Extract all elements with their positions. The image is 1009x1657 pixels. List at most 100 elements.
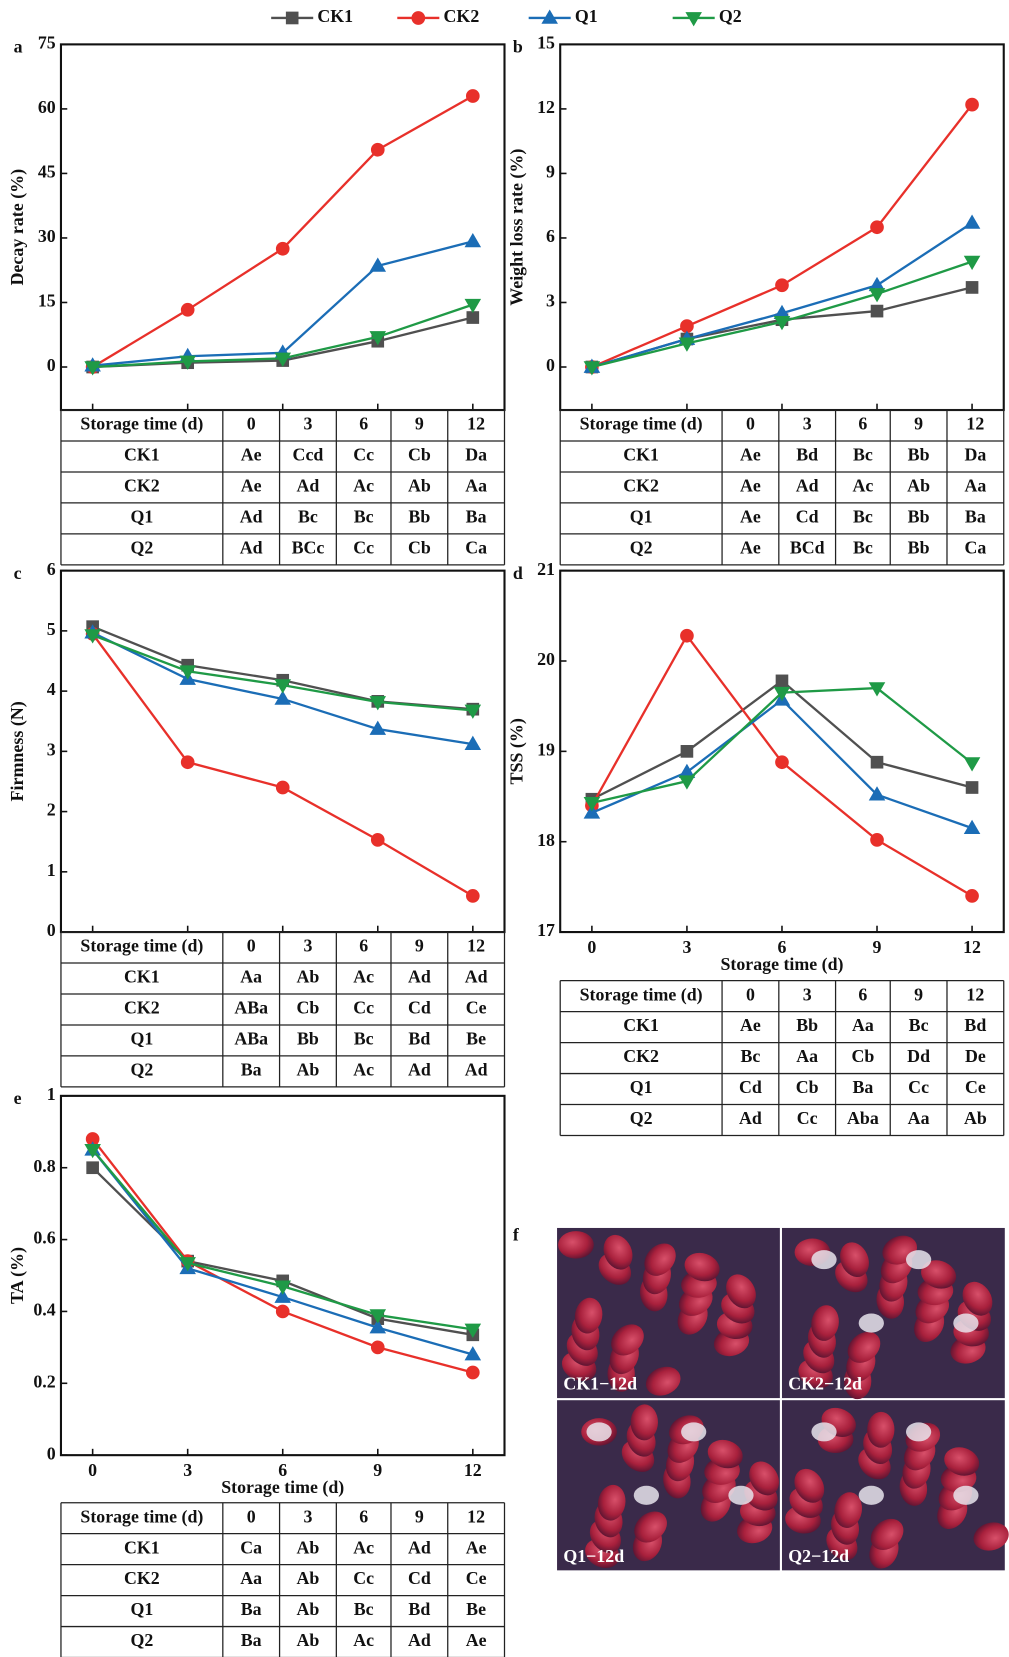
- table-header: 0: [247, 414, 256, 434]
- x-tick-label: 3: [183, 1460, 192, 1480]
- table-cell: Bc: [909, 1015, 929, 1035]
- x-tick-label: 6: [278, 1460, 287, 1480]
- table-header: 9: [415, 414, 424, 434]
- table-cell: Bb: [908, 537, 930, 557]
- data-point: [370, 1340, 385, 1355]
- data-point: [86, 1161, 99, 1175]
- data-point: [84, 1143, 101, 1159]
- data-point: [179, 1257, 196, 1272]
- table-header: 12: [467, 936, 485, 956]
- photo-caption: Q2−12d: [788, 1546, 849, 1566]
- table-header: 3: [303, 1506, 312, 1526]
- table-cell: Cb: [851, 1046, 874, 1066]
- table-header: 3: [803, 984, 812, 1004]
- data-point: [465, 89, 480, 103]
- table-row-label: CK1: [623, 445, 659, 465]
- x-axis-title: Storage time (d): [720, 954, 843, 975]
- data-point: [775, 674, 789, 688]
- data-point: [680, 745, 694, 758]
- table-header: 3: [303, 936, 312, 956]
- data-point: [274, 1280, 292, 1295]
- table-cell: Da: [964, 445, 986, 465]
- y-tick-label: 0: [47, 355, 56, 375]
- table-cell: Ab: [964, 1108, 987, 1128]
- y-tick-label: 0: [47, 920, 56, 940]
- table-row-label: CK2: [623, 476, 659, 496]
- table-header: Storage time (d): [80, 414, 203, 435]
- series-line: [91, 1149, 474, 1356]
- y-tick-label: 6: [47, 559, 56, 579]
- data-point: [965, 97, 979, 112]
- table-header: 0: [247, 936, 256, 956]
- table-cell: Ae: [740, 506, 761, 526]
- table-cell: Cc: [797, 1108, 818, 1128]
- table-cell: Ba: [466, 506, 487, 526]
- y-tick-label: 0.6: [33, 1228, 55, 1248]
- table-cell: Cc: [353, 445, 374, 465]
- table-cell: Ae: [241, 445, 262, 465]
- grape: [597, 1484, 626, 1521]
- table-cell: Bd: [796, 445, 818, 465]
- table-cell: Ce: [466, 1568, 487, 1588]
- table-cell: Ac: [353, 476, 374, 496]
- x-tick-label: 0: [88, 1460, 97, 1480]
- table-cell: Ca: [964, 537, 986, 557]
- table-cell: BCc: [292, 537, 325, 557]
- data-point: [965, 781, 979, 794]
- grape: [834, 1492, 862, 1528]
- data-point: [773, 316, 791, 331]
- data-point: [370, 833, 385, 847]
- table-cell: ABa: [234, 998, 268, 1018]
- data-point: [464, 232, 482, 248]
- photo-caption: Q1−12d: [563, 1546, 624, 1566]
- mold: [586, 1422, 612, 1442]
- panel-label: d: [513, 563, 523, 583]
- y-tick-label: 1: [47, 1084, 56, 1104]
- photo-caption: CK2−12d: [788, 1373, 862, 1393]
- table-cell: Ba: [241, 1630, 262, 1650]
- grape: [973, 1522, 1009, 1551]
- table-row-label: CK1: [124, 1537, 160, 1557]
- table-row-label: CK1: [124, 967, 160, 987]
- y-tick-label: 15: [537, 32, 555, 52]
- panel-label: b: [513, 37, 523, 57]
- data-point: [680, 628, 694, 643]
- series-line: [91, 633, 474, 897]
- table-header: Storage time (d): [80, 1506, 203, 1527]
- data-point: [466, 311, 480, 324]
- table-cell: Da: [465, 445, 487, 465]
- table-row-label: CK2: [124, 1568, 160, 1588]
- table-cell: Cc: [353, 537, 374, 557]
- table-cell: Cd: [408, 998, 431, 1018]
- series-line: [92, 94, 474, 369]
- legend-marker: [411, 11, 426, 25]
- table-row-label: CK2: [623, 1046, 659, 1066]
- table-cell: Ab: [297, 1568, 320, 1588]
- table-cell: Cd: [739, 1077, 762, 1097]
- legend-label: CK1: [317, 6, 353, 26]
- data-point: [274, 679, 292, 694]
- table-cell: Bb: [908, 506, 930, 526]
- grape: [603, 1234, 633, 1270]
- table-cell: Ad: [408, 1630, 431, 1650]
- data-point: [678, 337, 696, 352]
- y-tick-label: 0.4: [33, 1300, 55, 1320]
- data-point: [464, 735, 482, 750]
- table-row-label: CK1: [124, 445, 160, 465]
- table-cell: Bb: [297, 1029, 319, 1049]
- table-header: 6: [359, 1506, 368, 1526]
- data-point: [180, 302, 195, 317]
- table-row-label: CK2: [124, 998, 160, 1018]
- y-tick-label: 0.2: [33, 1371, 55, 1391]
- data-point: [870, 220, 884, 235]
- data-point: [369, 696, 387, 711]
- y-tick-label: 9: [546, 162, 555, 182]
- grape: [921, 1260, 957, 1289]
- y-tick-label: 60: [38, 97, 56, 117]
- data-point: [680, 319, 694, 334]
- y-tick-label: 30: [38, 226, 56, 246]
- table-header: 12: [467, 1506, 485, 1526]
- table-row-label: Q2: [130, 1630, 153, 1650]
- table-row-label: Q1: [630, 1077, 653, 1097]
- table-cell: Bc: [853, 445, 873, 465]
